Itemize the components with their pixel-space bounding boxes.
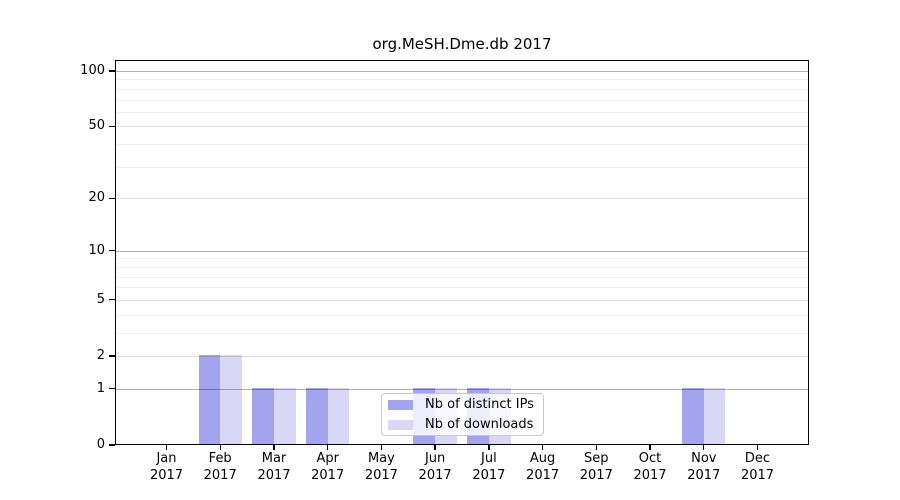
legend-item-downloads: Nb of downloads (388, 416, 543, 433)
gridline-major-5 (116, 299, 808, 301)
x-tick-may (380, 445, 383, 450)
x-tick-label-aug: Aug 2017 (526, 451, 560, 483)
x-tick-label-oct: Oct 2017 (633, 451, 667, 483)
gridline-major-50 (116, 126, 808, 128)
gridline-minor-4 (116, 314, 808, 316)
y-tick-label-0: 0 (96, 437, 105, 452)
gridline-minor-60 (116, 111, 808, 113)
gridline-minor-90 (116, 79, 808, 81)
y-tick-label-20: 20 (88, 190, 105, 206)
legend-item-distinct-ips: Nb of distinct IPs (388, 396, 543, 413)
gridline-major-1 (116, 388, 808, 390)
x-tick-label-apr: Apr 2017 (311, 451, 345, 483)
legend-label-downloads: Nb of downloads (425, 417, 534, 432)
x-tick-label-jan: Jan 2017 (149, 451, 184, 483)
y-tick-20 (109, 197, 115, 199)
x-tick-mar (273, 445, 275, 450)
y-tick-50 (109, 125, 115, 128)
legend: Nb of distinct IPs Nb of downloads (381, 393, 544, 436)
y-tick-label-5: 5 (96, 291, 105, 307)
legend-label-distinct-ips: Nb of distinct IPs (425, 397, 534, 412)
x-tick-feb (219, 445, 221, 450)
legend-swatch-distinct-ips (388, 399, 413, 410)
x-tick-nov (703, 445, 705, 450)
y-tick-100 (109, 70, 115, 72)
y-tick-0 (109, 444, 115, 446)
y-tick-10 (109, 250, 115, 252)
gridline-major-10 (116, 250, 808, 252)
gridline-minor-40 (116, 144, 808, 146)
x-tick-label-sep: Sep 2017 (579, 451, 613, 483)
bar-feb-downloads (220, 355, 242, 444)
y-tick-label-10: 10 (88, 242, 105, 258)
x-tick-jan (165, 445, 168, 450)
gridline-minor-80 (116, 88, 808, 90)
bar-nov-distinct-ips (682, 387, 704, 444)
x-tick-dec (756, 445, 759, 450)
x-tick-label-dec: Dec 2017 (740, 451, 775, 483)
gridline-minor-6 (116, 287, 808, 289)
x-tick-apr (327, 445, 329, 450)
bar-apr-downloads (327, 387, 350, 444)
bar-mar-downloads (273, 387, 296, 444)
y-tick-label-2: 2 (96, 348, 105, 363)
gridline-major-100 (116, 71, 808, 72)
bar-mar-distinct-ips (252, 387, 274, 444)
bar-nov-downloads (703, 387, 726, 444)
y-tick-1 (109, 388, 115, 390)
bar-feb-distinct-ips (198, 355, 221, 444)
x-tick-aug (541, 445, 544, 450)
x-tick-label-mar: Mar 2017 (257, 451, 291, 483)
x-tick-label-may: May 2017 (364, 451, 398, 483)
y-tick-label-100: 100 (80, 63, 105, 78)
gridline-major-2 (116, 356, 808, 357)
gridline-minor-7 (116, 276, 808, 278)
y-tick-label-1: 1 (96, 380, 105, 396)
x-tick-jun (434, 445, 436, 450)
x-tick-sep (595, 445, 597, 450)
gridline-minor-30 (116, 166, 808, 168)
gridline-minor-70 (116, 99, 808, 101)
gridline-minor-3 (116, 332, 808, 334)
x-tick-label-jul: Jul 2017 (472, 451, 506, 483)
gridline-minor-9 (116, 258, 808, 260)
gridline-minor-8 (116, 266, 808, 268)
gridline-major-20 (116, 198, 808, 200)
chart-title: org.MeSH.Dme.db 2017 (372, 35, 552, 53)
y-tick-2 (109, 355, 115, 357)
y-tick-5 (109, 299, 115, 301)
x-tick-label-feb: Feb 2017 (203, 451, 237, 483)
bar-apr-distinct-ips (305, 387, 328, 444)
y-tick-label-50: 50 (88, 118, 105, 134)
x-tick-label-jun: Jun 2017 (418, 451, 452, 483)
x-tick-label-nov: Nov 2017 (687, 451, 721, 483)
x-tick-jul (488, 445, 490, 450)
plot-area (115, 60, 809, 445)
x-tick-oct (649, 445, 651, 450)
legend-swatch-downloads (388, 419, 413, 430)
